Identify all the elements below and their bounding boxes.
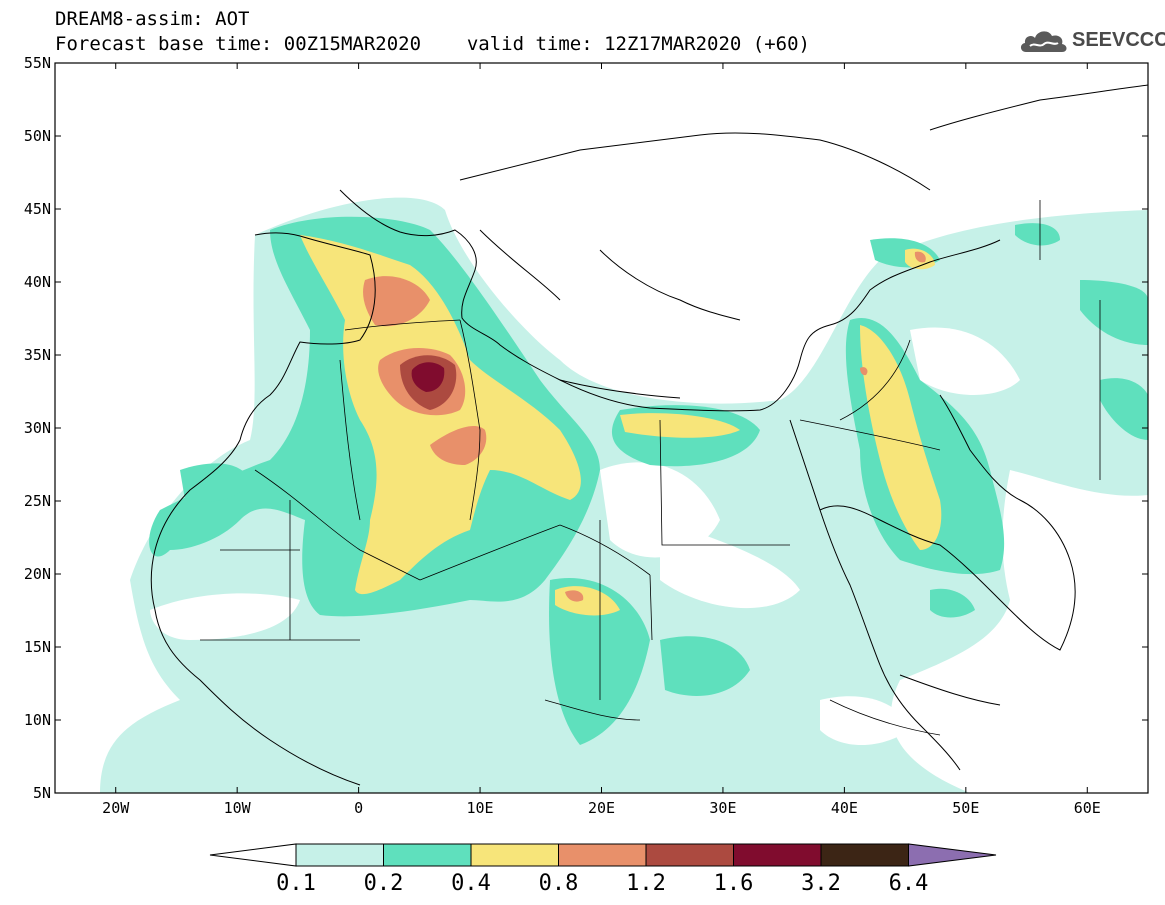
legend-over-arrow bbox=[908, 843, 997, 867]
lat-tick-label: 10N bbox=[24, 711, 51, 729]
country-borders bbox=[200, 200, 1101, 736]
legend-swatch bbox=[645, 843, 734, 867]
lat-tick-label: 55N bbox=[24, 54, 51, 72]
lon-tick-label: 50E bbox=[952, 799, 979, 817]
base-time-label: Forecast base time: 00Z15MAR2020 bbox=[55, 33, 422, 55]
time-info: Forecast base time: 00Z15MAR2020 valid t… bbox=[55, 33, 810, 55]
legend-under-arrow bbox=[209, 843, 297, 867]
lon-tick-label: 20W bbox=[102, 799, 130, 817]
color-legend: 0.1 0.2 0.4 0.8 1.2 1.6 3.2 6.4 bbox=[209, 843, 997, 896]
aot-level-1.6 bbox=[411, 362, 445, 392]
legend-swatch bbox=[820, 843, 909, 867]
map-title: DREAM8-assim: AOT bbox=[55, 8, 250, 30]
legend-level-label: 0.4 bbox=[451, 871, 491, 896]
lat-tick-label: 15N bbox=[24, 638, 51, 656]
legend-level-label: 0.8 bbox=[539, 871, 579, 896]
coastlines bbox=[150, 84, 1148, 786]
lat-tick-label: 5N bbox=[33, 784, 51, 802]
legend-swatch bbox=[295, 843, 384, 867]
lat-tick-label: 35N bbox=[24, 346, 51, 364]
legend-level-label: 6.4 bbox=[889, 871, 929, 896]
lat-tick-label: 40N bbox=[24, 273, 51, 291]
lat-tick-label: 45N bbox=[24, 200, 51, 218]
lon-tick-label: 10W bbox=[224, 799, 252, 817]
legend-level-label: 1.6 bbox=[714, 871, 754, 896]
legend-level-label: 0.1 bbox=[276, 871, 316, 896]
legend-level-label: 3.2 bbox=[801, 871, 841, 896]
legend-swatch bbox=[383, 843, 472, 867]
lon-tick-label: 30E bbox=[709, 799, 736, 817]
valid-time-label: valid time: 12Z17MAR2020 (+60) bbox=[466, 33, 810, 55]
lon-tick-label: 40E bbox=[831, 799, 858, 817]
lon-tick-label: 0 bbox=[354, 799, 363, 817]
lon-tick-label: 10E bbox=[467, 799, 494, 817]
lat-tick-label: 20N bbox=[24, 565, 51, 583]
seevccc-logo: SEEVCCC bbox=[1018, 26, 1165, 56]
lat-tick-label: 50N bbox=[24, 127, 51, 145]
legend-swatch bbox=[470, 843, 559, 867]
legend-swatch bbox=[558, 843, 647, 867]
lon-tick-label: 60E bbox=[1074, 799, 1101, 817]
cloud-icon bbox=[1020, 31, 1067, 52]
lat-tick-label: 30N bbox=[24, 419, 51, 437]
lat-tick-label: 25N bbox=[24, 492, 51, 510]
logo-text: SEEVCCC bbox=[1072, 29, 1165, 51]
lon-tick-label: 20E bbox=[588, 799, 615, 817]
axis-ticks: 20W 10W 0 10E 20E 30E 40E 50E 60E 55N 50N 45N 40N 35N… bbox=[24, 54, 1148, 817]
legend-level-label: 1.2 bbox=[626, 871, 666, 896]
legend-swatch bbox=[733, 843, 822, 867]
aot-field bbox=[100, 197, 1148, 793]
legend-level-label: 0.2 bbox=[364, 871, 404, 896]
